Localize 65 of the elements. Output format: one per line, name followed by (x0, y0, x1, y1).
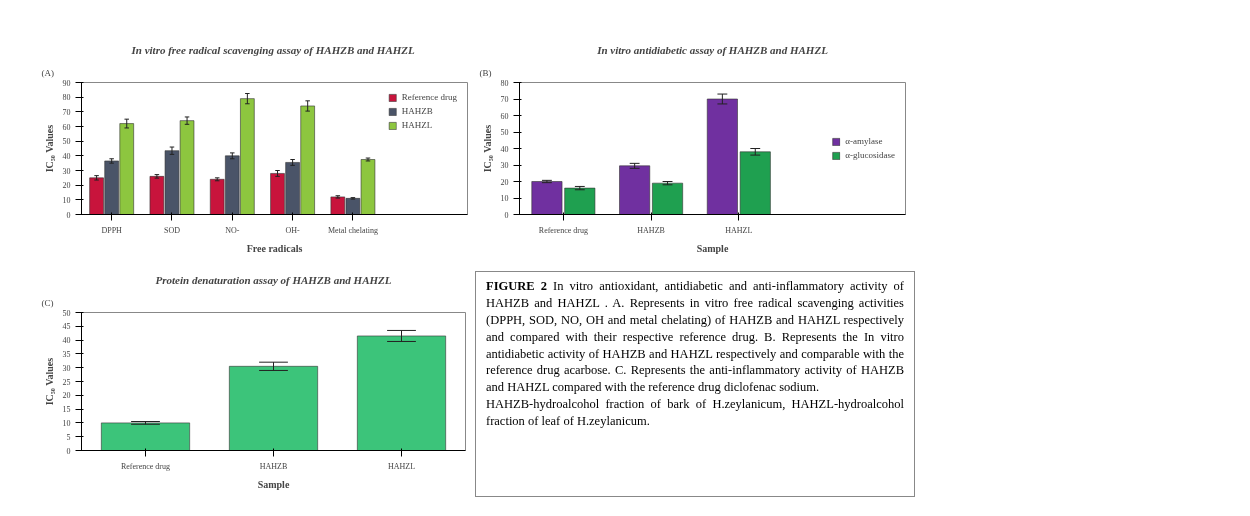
chart-title: In vitro antidiabetic assay of HAHZB and HAHZL (596, 43, 829, 56)
y-tick-label: 10 (62, 418, 71, 428)
legend-label: α-glucosidase (845, 150, 895, 160)
y-axis-title: IC₅₀ Values (43, 357, 55, 406)
x-tick-label: HAHZB (637, 225, 665, 235)
y-tick-label: 0 (66, 210, 71, 220)
text: FIGURE 2 (486, 279, 547, 293)
y-tick-label: 20 (62, 181, 71, 191)
x-axis-title: Sample (696, 242, 729, 254)
x-axis-title: Sample (257, 478, 290, 490)
y-tick-label: 5 (66, 432, 71, 442)
bar (229, 366, 318, 451)
y-tick-label: 45 (62, 322, 71, 332)
bar (652, 182, 683, 215)
chart-title: In vitro free radical scavenging assay of HAHZB and HAHZL (130, 43, 416, 56)
y-tick-label: 10 (62, 195, 71, 205)
y-tick-label: 25 (62, 377, 71, 387)
y-tick-label: 80 (500, 78, 509, 88)
y-tick-label: 15 (62, 405, 71, 415)
x-tick-label: DPPH (101, 225, 123, 235)
x-tick-label: OH- (285, 225, 301, 235)
x-tick-label: Reference drug (120, 461, 171, 471)
text: HAHZB-hydroalcohol fraction of bark of H.zeylanicum, HAHZL-hydroalcohol fraction of leaf of H.zeylanicum. (486, 397, 904, 428)
y-tick-label: 30 (500, 161, 509, 170)
legend-label: HAHZB (401, 106, 433, 116)
y-tick-label: 20 (62, 391, 71, 401)
x-tick-label: NO- (225, 225, 240, 235)
x-tick-label: HAHZB (259, 461, 288, 471)
y-tick-label: 40 (62, 151, 71, 161)
y-tick-label: 35 (62, 349, 71, 359)
x-tick-label: HAHZL (725, 225, 753, 235)
bar (357, 335, 446, 451)
y-tick-label: 90 (62, 78, 71, 88)
y-tick-label: 60 (500, 111, 509, 121)
text: (C) (41, 297, 54, 308)
x-axis-title: Free radicals (246, 242, 303, 254)
text: (B) (479, 67, 492, 78)
y-tick-label: 50 (62, 137, 71, 147)
y-tick-label: 40 (62, 336, 71, 346)
legend-label: α-amylase (845, 136, 883, 146)
y-tick-label: 20 (500, 177, 509, 187)
y-tick-label: 0 (504, 210, 509, 220)
x-tick-label: Reference drug (538, 225, 588, 235)
legend-label: HAHZL (401, 120, 433, 130)
y-tick-label: 70 (62, 107, 71, 117)
y-tick-label: 70 (500, 95, 509, 104)
bar (101, 422, 190, 451)
legend-label: Reference drug (401, 92, 457, 102)
y-tick-label: 80 (62, 93, 71, 103)
y-tick-label: 30 (62, 166, 71, 176)
y-axis-title: IC₅₀ Values (43, 124, 55, 173)
y-axis-title: IC₅₀ Values (481, 124, 493, 173)
y-tick-label: 40 (500, 144, 509, 154)
chart-title: Protein denaturation assay of HAHZB and HAHZL (155, 273, 392, 286)
y-tick-label: 50 (500, 128, 509, 137)
y-tick-label: 50 (62, 308, 71, 318)
y-tick-label: 0 (66, 446, 71, 456)
text: (A) (41, 67, 54, 78)
x-tick-label: HAHZL (387, 461, 416, 471)
x-tick-label: Metal chelating (327, 225, 378, 235)
x-tick-label: SOD (163, 225, 181, 235)
y-tick-label: 60 (62, 122, 71, 132)
y-tick-label: 30 (62, 363, 71, 373)
bar (619, 165, 651, 215)
y-tick-label: 10 (500, 194, 509, 203)
